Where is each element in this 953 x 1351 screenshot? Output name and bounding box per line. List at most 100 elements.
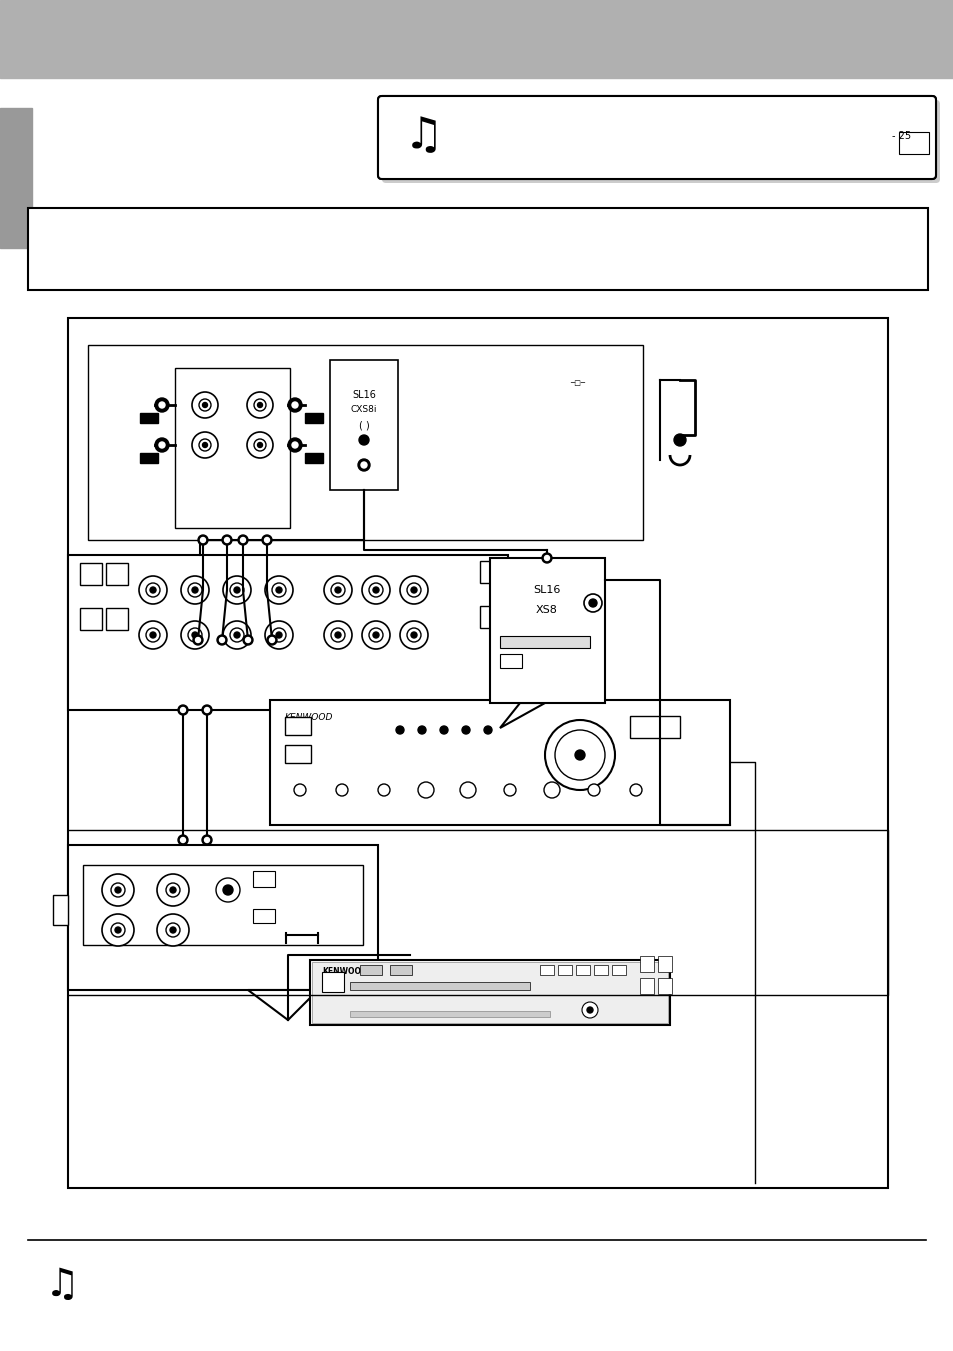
Text: ♫: ♫: [45, 1266, 80, 1304]
Circle shape: [411, 632, 416, 638]
Circle shape: [586, 1006, 593, 1013]
Bar: [558, 965, 572, 975]
Circle shape: [240, 538, 245, 543]
Bar: [83, 865, 363, 944]
Circle shape: [180, 838, 185, 843]
Circle shape: [192, 392, 218, 417]
Circle shape: [257, 403, 262, 408]
Circle shape: [199, 399, 211, 411]
Circle shape: [193, 635, 203, 644]
Bar: [539, 965, 554, 975]
Bar: [0, 0, 953, 78]
Circle shape: [262, 535, 272, 544]
Circle shape: [180, 708, 185, 712]
Bar: [639, 957, 654, 971]
Circle shape: [243, 635, 253, 644]
Circle shape: [216, 635, 227, 644]
Circle shape: [399, 576, 428, 604]
Circle shape: [395, 725, 403, 734]
Circle shape: [188, 628, 202, 642]
Circle shape: [154, 399, 169, 412]
Circle shape: [159, 442, 165, 449]
Circle shape: [146, 584, 160, 597]
Circle shape: [199, 439, 211, 451]
Circle shape: [417, 782, 434, 798]
Circle shape: [198, 535, 208, 544]
Circle shape: [170, 888, 175, 893]
Circle shape: [361, 576, 390, 604]
Circle shape: [399, 621, 428, 648]
Circle shape: [411, 586, 416, 593]
Text: ─□─: ─□─: [569, 380, 584, 386]
Circle shape: [588, 598, 597, 607]
Circle shape: [335, 784, 348, 796]
Circle shape: [215, 878, 240, 902]
FancyBboxPatch shape: [898, 131, 928, 154]
Circle shape: [275, 586, 282, 593]
Bar: [330, 359, 397, 490]
Bar: [68, 317, 887, 1188]
FancyBboxPatch shape: [381, 100, 939, 182]
Circle shape: [166, 884, 180, 897]
Circle shape: [265, 621, 293, 648]
Circle shape: [192, 632, 198, 638]
Circle shape: [181, 576, 209, 604]
Bar: [312, 962, 667, 1023]
Circle shape: [272, 584, 286, 597]
Bar: [253, 871, 274, 888]
Circle shape: [377, 784, 390, 796]
Circle shape: [150, 632, 156, 638]
Circle shape: [358, 435, 369, 444]
Circle shape: [111, 923, 125, 938]
Circle shape: [247, 432, 273, 458]
Circle shape: [247, 392, 273, 417]
Circle shape: [331, 584, 345, 597]
Circle shape: [587, 784, 599, 796]
Bar: [499, 654, 521, 667]
Bar: [80, 608, 102, 630]
Circle shape: [373, 586, 378, 593]
Circle shape: [581, 1002, 598, 1019]
Circle shape: [233, 632, 240, 638]
Text: CXS8i: CXS8i: [351, 405, 376, 415]
Circle shape: [265, 576, 293, 604]
Circle shape: [115, 888, 121, 893]
Circle shape: [202, 403, 208, 408]
Circle shape: [245, 638, 251, 643]
Bar: [305, 453, 323, 463]
Bar: [253, 909, 274, 923]
Circle shape: [222, 535, 232, 544]
Bar: [285, 744, 311, 763]
Circle shape: [583, 594, 601, 612]
Circle shape: [459, 782, 476, 798]
Circle shape: [157, 874, 189, 907]
Circle shape: [204, 708, 210, 712]
Bar: [140, 453, 158, 463]
Circle shape: [102, 915, 133, 946]
Bar: [490, 558, 604, 703]
Circle shape: [146, 628, 160, 642]
Circle shape: [575, 750, 584, 761]
Circle shape: [288, 399, 302, 412]
Circle shape: [461, 725, 470, 734]
Bar: [350, 1011, 550, 1017]
Bar: [53, 894, 68, 925]
Text: SL16: SL16: [533, 585, 560, 594]
Bar: [270, 700, 729, 825]
Circle shape: [272, 628, 286, 642]
Circle shape: [178, 835, 188, 844]
Bar: [658, 978, 671, 994]
Polygon shape: [248, 990, 317, 1020]
Circle shape: [166, 923, 180, 938]
Circle shape: [200, 538, 205, 543]
Bar: [68, 844, 377, 990]
Circle shape: [541, 553, 552, 563]
Circle shape: [253, 399, 266, 411]
Bar: [28, 208, 927, 290]
Circle shape: [373, 632, 378, 638]
Circle shape: [188, 584, 202, 597]
Circle shape: [223, 621, 251, 648]
Circle shape: [154, 438, 169, 453]
Bar: [629, 716, 679, 738]
Text: KENWOOD: KENWOOD: [285, 713, 333, 723]
